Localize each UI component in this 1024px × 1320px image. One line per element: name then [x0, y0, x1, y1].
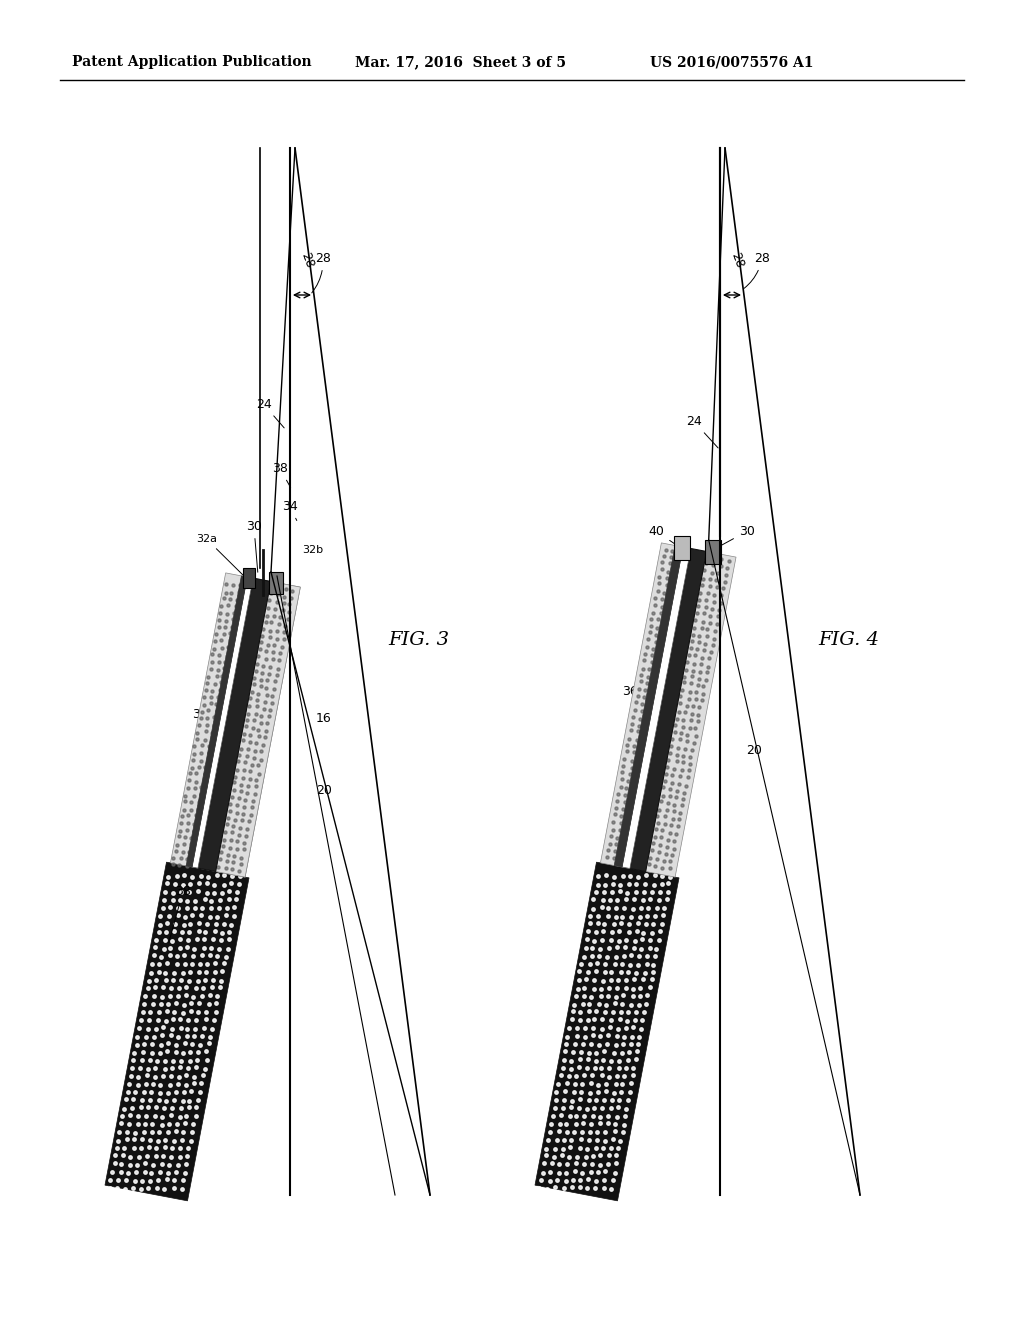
Polygon shape	[170, 573, 300, 876]
Text: FIG. 4: FIG. 4	[818, 631, 879, 649]
Polygon shape	[630, 549, 707, 871]
Polygon shape	[614, 545, 683, 867]
Polygon shape	[600, 543, 691, 869]
Polygon shape	[198, 578, 271, 871]
Text: 20: 20	[316, 784, 332, 796]
Polygon shape	[535, 862, 679, 1201]
Polygon shape	[193, 577, 253, 869]
Polygon shape	[186, 576, 247, 867]
Polygon shape	[645, 552, 736, 876]
Text: 30: 30	[715, 525, 755, 549]
Text: 40: 40	[649, 525, 681, 548]
Text: 24: 24	[256, 399, 285, 428]
Text: 32a: 32a	[196, 535, 246, 578]
Text: 28: 28	[744, 252, 770, 288]
Text: 38: 38	[272, 462, 291, 487]
Bar	[269, 572, 283, 594]
Text: 32b: 32b	[302, 545, 324, 554]
Text: Mar. 17, 2016  Sheet 3 of 5: Mar. 17, 2016 Sheet 3 of 5	[355, 55, 566, 69]
Text: 16: 16	[316, 711, 332, 725]
Bar	[674, 536, 690, 560]
Polygon shape	[216, 582, 300, 876]
Text: 28: 28	[311, 252, 331, 293]
Text: 36: 36	[622, 685, 641, 698]
Text: 20: 20	[746, 743, 762, 756]
Text: 34: 34	[282, 500, 298, 520]
Text: 24: 24	[686, 414, 718, 447]
Text: Patent Application Publication: Patent Application Publication	[72, 55, 311, 69]
Text: FIG. 3: FIG. 3	[388, 631, 449, 649]
Text: 36: 36	[193, 708, 208, 721]
Text: 38: 38	[169, 884, 190, 942]
Text: 28: 28	[728, 251, 745, 271]
Bar	[705, 540, 721, 564]
Polygon shape	[105, 862, 249, 1201]
Bar	[243, 568, 255, 587]
Text: 28: 28	[298, 251, 315, 271]
Text: US 2016/0075576 A1: US 2016/0075576 A1	[650, 55, 813, 69]
Polygon shape	[622, 546, 691, 869]
Text: 30: 30	[246, 520, 262, 573]
